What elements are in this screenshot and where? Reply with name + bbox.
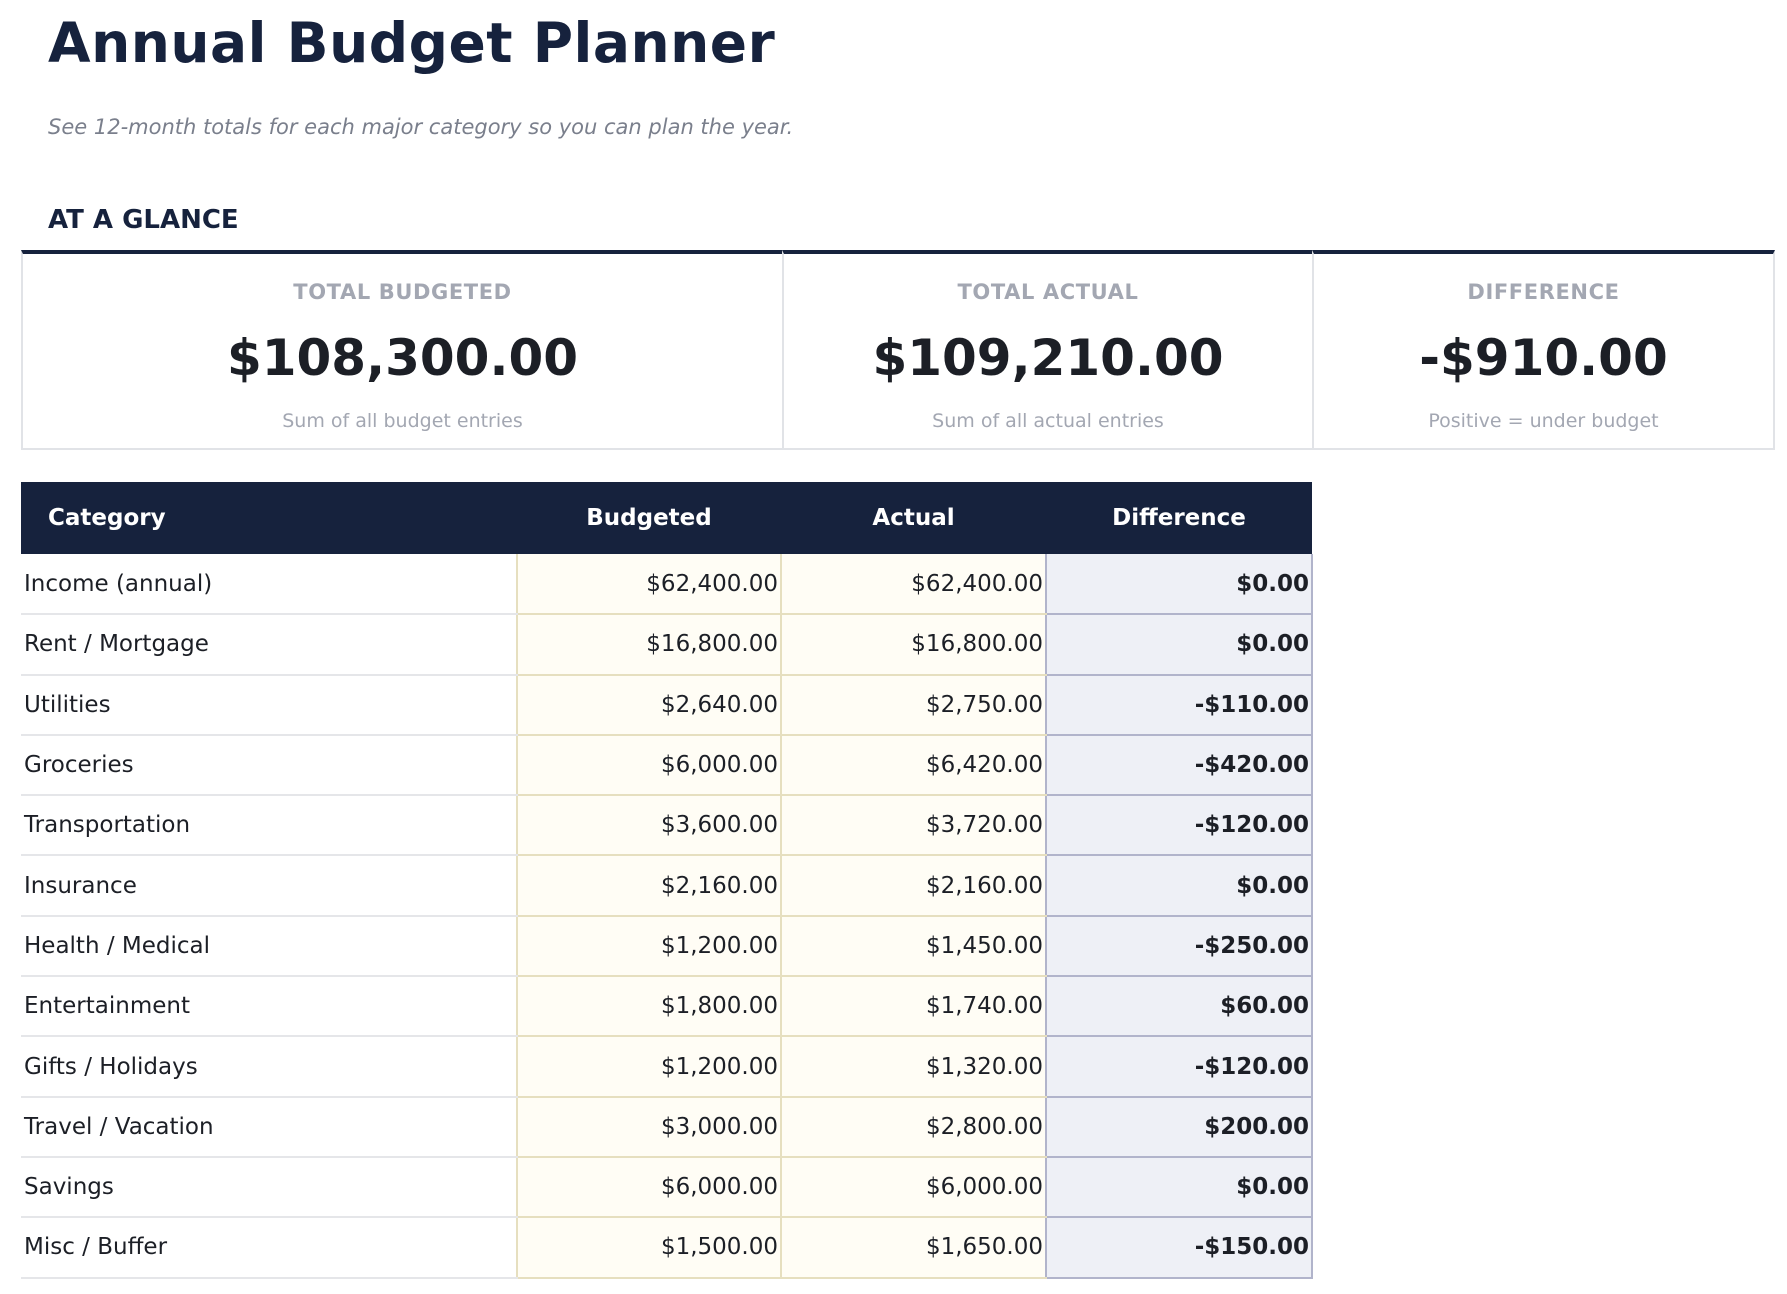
category-cell: Income (annual) (21, 554, 517, 616)
total-actual-card: TOTAL ACTUAL $109,210.00 Sum of all actu… (782, 250, 1312, 450)
difference-cell: -$120.00 (1045, 795, 1313, 857)
table-row: Groceries $6,000.00 $6,420.00 -$420.00 (21, 734, 1313, 797)
at-a-glance-heading: AT A GLANCE (48, 205, 239, 235)
card-note: Sum of all actual entries (932, 410, 1164, 432)
difference-cell: $0.00 (1045, 614, 1313, 676)
column-header-category: Category (21, 482, 517, 554)
difference-value: -$910.00 (1419, 329, 1668, 387)
actual-cell[interactable]: $62,400.00 (780, 554, 1046, 616)
column-header-actual: Actual (781, 482, 1046, 554)
card-label: TOTAL BUDGETED (293, 280, 512, 304)
category-cell: Gifts / Holidays (21, 1036, 517, 1098)
category-cell: Insurance (21, 855, 517, 917)
difference-cell: -$150.00 (1045, 1217, 1313, 1279)
total-budgeted-value: $108,300.00 (226, 329, 579, 387)
budgeted-cell[interactable]: $1,200.00 (516, 915, 781, 978)
difference-card: DIFFERENCE -$910.00 Positive = under bud… (1312, 250, 1775, 450)
card-label: DIFFERENCE (1467, 280, 1620, 304)
difference-cell: -$420.00 (1045, 734, 1313, 797)
budgeted-cell[interactable]: $16,800.00 (516, 614, 781, 676)
card-label: TOTAL ACTUAL (957, 280, 1139, 304)
card-note: Positive = under budget (1428, 410, 1659, 432)
category-cell: Transportation (21, 795, 517, 857)
card-note: Sum of all budget entries (282, 410, 523, 432)
difference-cell: -$110.00 (1045, 674, 1313, 736)
table-row: Utilities $2,640.00 $2,750.00 -$110.00 (21, 674, 1313, 736)
total-actual-value: $109,210.00 (872, 329, 1224, 387)
table-row: Rent / Mortgage $16,800.00 $16,800.00 $0.00 (21, 614, 1313, 676)
actual-cell[interactable]: $2,800.00 (780, 1096, 1046, 1158)
actual-cell[interactable]: $1,450.00 (780, 915, 1046, 978)
table-row: Insurance $2,160.00 $2,160.00 $0.00 (21, 855, 1313, 917)
table-row: Income (annual) $62,400.00 $62,400.00 $0.00 (21, 554, 1313, 616)
budgeted-cell[interactable]: $62,400.00 (516, 554, 781, 616)
actual-cell[interactable]: $1,740.00 (780, 976, 1046, 1038)
actual-cell[interactable]: $6,000.00 (780, 1156, 1046, 1219)
difference-cell: -$120.00 (1045, 1036, 1313, 1098)
actual-cell[interactable]: $2,750.00 (780, 674, 1046, 736)
difference-cell: $0.00 (1045, 855, 1313, 917)
actual-cell[interactable]: $1,650.00 (780, 1217, 1046, 1279)
table-row: Transportation $3,600.00 $3,720.00 -$120.00 (21, 795, 1313, 857)
table-header-row: Category Budgeted Actual Difference (21, 482, 1312, 554)
category-cell: Groceries (21, 734, 517, 797)
actual-cell[interactable]: $1,320.00 (780, 1036, 1046, 1098)
budgeted-cell[interactable]: $1,200.00 (516, 1036, 781, 1098)
category-cell: Travel / Vacation (21, 1096, 517, 1158)
category-cell: Misc / Buffer (21, 1217, 517, 1279)
difference-cell: $0.00 (1045, 1156, 1313, 1219)
table-row: Entertainment $1,800.00 $1,740.00 $60.00 (21, 976, 1313, 1038)
table-row: Travel / Vacation $3,000.00 $2,800.00 $200.… (21, 1096, 1313, 1158)
page-subtitle: See 12-month totals for each major categ… (48, 115, 794, 139)
table-row: Gifts / Holidays $1,200.00 $1,320.00 -$120.… (21, 1036, 1313, 1098)
difference-cell: $0.00 (1045, 554, 1313, 616)
actual-cell[interactable]: $16,800.00 (780, 614, 1046, 676)
budgeted-cell[interactable]: $3,000.00 (516, 1096, 781, 1158)
page-title: Annual Budget Planner (48, 11, 776, 75)
budgeted-cell[interactable]: $1,500.00 (516, 1217, 781, 1279)
budgeted-cell[interactable]: $3,600.00 (516, 795, 781, 857)
table-row: Health / Medical $1,200.00 $1,450.00 -$250.… (21, 915, 1313, 978)
difference-cell: -$250.00 (1045, 915, 1313, 978)
category-cell: Utilities (21, 674, 517, 736)
category-cell: Entertainment (21, 976, 517, 1038)
category-cell: Savings (21, 1156, 517, 1219)
total-budgeted-card: TOTAL BUDGETED $108,300.00 Sum of all bu… (21, 250, 782, 450)
budgeted-cell[interactable]: $2,160.00 (516, 855, 781, 917)
budgeted-cell[interactable]: $1,800.00 (516, 976, 781, 1038)
actual-cell[interactable]: $6,420.00 (780, 734, 1046, 797)
table-row: Savings $6,000.00 $6,000.00 $0.00 (21, 1156, 1313, 1219)
budgeted-cell[interactable]: $2,640.00 (516, 674, 781, 736)
column-header-difference: Difference (1046, 482, 1312, 554)
budgeted-cell[interactable]: $6,000.00 (516, 734, 781, 797)
summary-cards: TOTAL BUDGETED $108,300.00 Sum of all bu… (21, 250, 1775, 450)
table-body: Income (annual) $62,400.00 $62,400.00 $0.00… (21, 554, 1313, 1279)
actual-cell[interactable]: $2,160.00 (780, 855, 1046, 917)
table-row: Misc / Buffer $1,500.00 $1,650.00 -$150.00 (21, 1217, 1313, 1279)
budget-table: Category Budgeted Actual Difference Inco… (21, 482, 1313, 1279)
column-header-budgeted: Budgeted (517, 482, 781, 554)
actual-cell[interactable]: $3,720.00 (780, 795, 1046, 857)
category-cell: Health / Medical (21, 915, 517, 978)
budgeted-cell[interactable]: $6,000.00 (516, 1156, 781, 1219)
category-cell: Rent / Mortgage (21, 614, 517, 676)
difference-cell: $200.00 (1045, 1096, 1313, 1158)
difference-cell: $60.00 (1045, 976, 1313, 1038)
